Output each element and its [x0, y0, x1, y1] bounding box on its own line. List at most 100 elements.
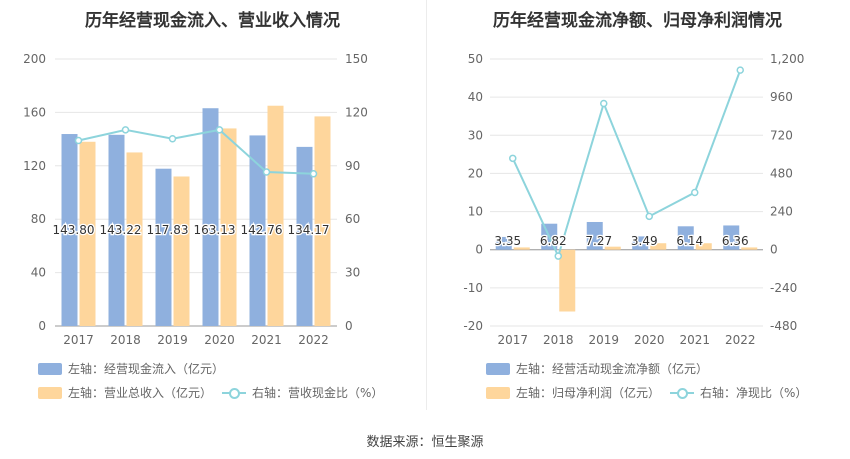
left-bar-b-2017	[79, 141, 96, 326]
legend-label-left-revenue: 左轴：营业总收入（亿元）	[68, 386, 213, 400]
right-ratio-point-2018	[554, 252, 562, 260]
left-ratio-point-2019	[168, 134, 177, 143]
legend-label-left-ratio: 右轴：营收现金比（%）	[252, 386, 384, 400]
left-bar-b-2020	[220, 128, 237, 326]
legend-item-right-netflow[interactable]: 左轴：经营活动现金流净额（亿元）	[486, 360, 708, 377]
right-right-tick-label: 480	[770, 166, 793, 180]
right-bar-a-2020	[632, 236, 649, 250]
left-x-tick-label: 2019	[157, 333, 188, 347]
right-right-tick-label: 960	[770, 90, 793, 104]
legend-swatch-right-profit	[486, 386, 510, 399]
chart-title-right: 历年经营现金流净额、归母净利润情况	[493, 11, 782, 31]
left-data-label-2020: 163.13	[194, 223, 236, 237]
left-bar-a-2021	[249, 135, 266, 326]
right-ratio-point-2022	[736, 66, 744, 74]
right-data-label-2019: 7.27	[585, 234, 612, 248]
left-left-tick-label: 0	[38, 319, 46, 333]
left-x-tick-label: 2021	[251, 333, 282, 347]
right-bar-a-2022	[723, 225, 740, 250]
legend-label-right-netflow: 左轴：经营活动现金流净额（亿元）	[516, 362, 709, 376]
left-ratio-point-2020	[215, 126, 224, 134]
left-right-tick-label: 60	[345, 212, 360, 226]
right-data-label-2021: 6.14	[676, 234, 703, 248]
left-bar-a-2017	[61, 134, 78, 326]
left-x-tick-label: 2018	[110, 333, 141, 347]
legend-swatch-right-ratio	[670, 387, 694, 399]
right-x-tick-label: 2017	[497, 333, 528, 347]
left-right-tick-label: 30	[345, 266, 360, 280]
right-ratio-point-2021	[691, 188, 699, 197]
right-bar-a-2021	[677, 226, 694, 250]
left-x-tick-label: 2020	[204, 333, 235, 347]
left-ratio-point-2017	[74, 136, 83, 145]
legend-item-right-profit[interactable]: 左轴：归母净利润（亿元）	[486, 384, 660, 401]
legend-swatch-left-inflow	[38, 362, 62, 375]
legend-swatch-left-ratio	[222, 387, 246, 399]
right-bar-b-2021	[695, 243, 712, 250]
right-left-tick-label: 50	[468, 52, 483, 66]
left-ratio-point-2021	[262, 168, 271, 176]
right-bar-b-2022	[741, 247, 758, 250]
left-left-tick-label: 120	[23, 159, 46, 173]
left-ratio-line	[78, 128, 314, 175]
legend-label-left-inflow: 左轴：经营现金流入（亿元）	[68, 362, 225, 376]
right-left-tick-label: 40	[468, 90, 483, 104]
right-left-tick-label: -20	[463, 319, 483, 333]
right-data-label-2017: 3.35	[494, 234, 521, 248]
left-data-label-2022: 134.17	[288, 223, 330, 237]
left-x-tick-label: 2017	[63, 333, 94, 347]
right-x-tick-label: 2022	[725, 333, 756, 347]
left-x-tick-label: 2022	[298, 333, 329, 347]
right-ratio-point-2020	[645, 212, 653, 221]
left-bar-b-2019	[173, 176, 190, 326]
left-bar-a-2018	[108, 134, 125, 326]
right-left-tick-label: 30	[468, 128, 483, 142]
right-left-tick-label: 20	[468, 166, 483, 180]
left-bar-b-2018	[126, 152, 143, 326]
legend-label-right-profit: 左轴：归母净利润（亿元）	[516, 386, 661, 400]
left-bar-b-2022	[314, 116, 331, 326]
right-data-label-2020: 3.49	[631, 234, 658, 248]
left-ratio-point-2018	[121, 126, 130, 134]
right-left-tick-label: 10	[468, 205, 483, 219]
left-bar-a-2022	[296, 146, 313, 326]
right-x-tick-label: 2021	[679, 333, 710, 347]
left-bar-a-2020	[202, 108, 219, 326]
right-bar-a-2019	[586, 221, 603, 250]
left-right-tick-label: 90	[345, 159, 360, 173]
legend-swatch-right-netflow	[486, 362, 510, 375]
left-left-tick-label: 200	[23, 52, 46, 66]
right-left-tick-label: 0	[475, 243, 483, 257]
right-data-label-2018: 6.82	[540, 234, 567, 248]
legend-item-left-inflow[interactable]: 左轴：经营现金流入（亿元）	[38, 360, 224, 377]
right-bar-a-2017	[495, 236, 512, 250]
right-x-tick-label: 2020	[634, 333, 665, 347]
left-left-tick-label: 40	[31, 266, 46, 280]
left-bar-a-2019	[155, 168, 172, 326]
right-left-tick-label: -10	[463, 281, 483, 295]
left-right-tick-label: 0	[345, 319, 353, 333]
right-x-tick-label: 2018	[543, 333, 574, 347]
right-bar-b-2018	[559, 249, 576, 312]
left-data-label-2021: 142.76	[241, 223, 283, 237]
right-bar-b-2020	[650, 243, 667, 250]
legend-swatch-left-revenue	[38, 386, 62, 399]
left-left-tick-label: 160	[23, 105, 46, 119]
right-ratio-point-2019	[600, 99, 608, 108]
right-data-label-2022: 6.36	[722, 234, 749, 248]
left-ratio-point-2022	[309, 170, 318, 178]
legend-item-left-revenue[interactable]: 左轴：营业总收入（亿元）	[38, 384, 212, 401]
legend-label-right-ratio: 右轴：净现比（%）	[700, 386, 808, 400]
legend-item-left-ratio[interactable]: 右轴：营收现金比（%）	[222, 384, 383, 401]
right-x-tick-label: 2019	[588, 333, 619, 347]
left-right-tick-label: 120	[345, 105, 368, 119]
right-right-tick-label: 720	[770, 128, 793, 142]
legend-item-right-ratio[interactable]: 右轴：净现比（%）	[670, 384, 807, 401]
right-right-tick-label: -240	[770, 281, 797, 295]
right-bar-b-2019	[604, 246, 621, 250]
data-source: 数据来源：恒生聚源	[366, 435, 484, 450]
left-data-label-2019: 117.83	[147, 223, 189, 237]
right-right-tick-label: 240	[770, 205, 793, 219]
panel-divider	[426, 0, 427, 410]
